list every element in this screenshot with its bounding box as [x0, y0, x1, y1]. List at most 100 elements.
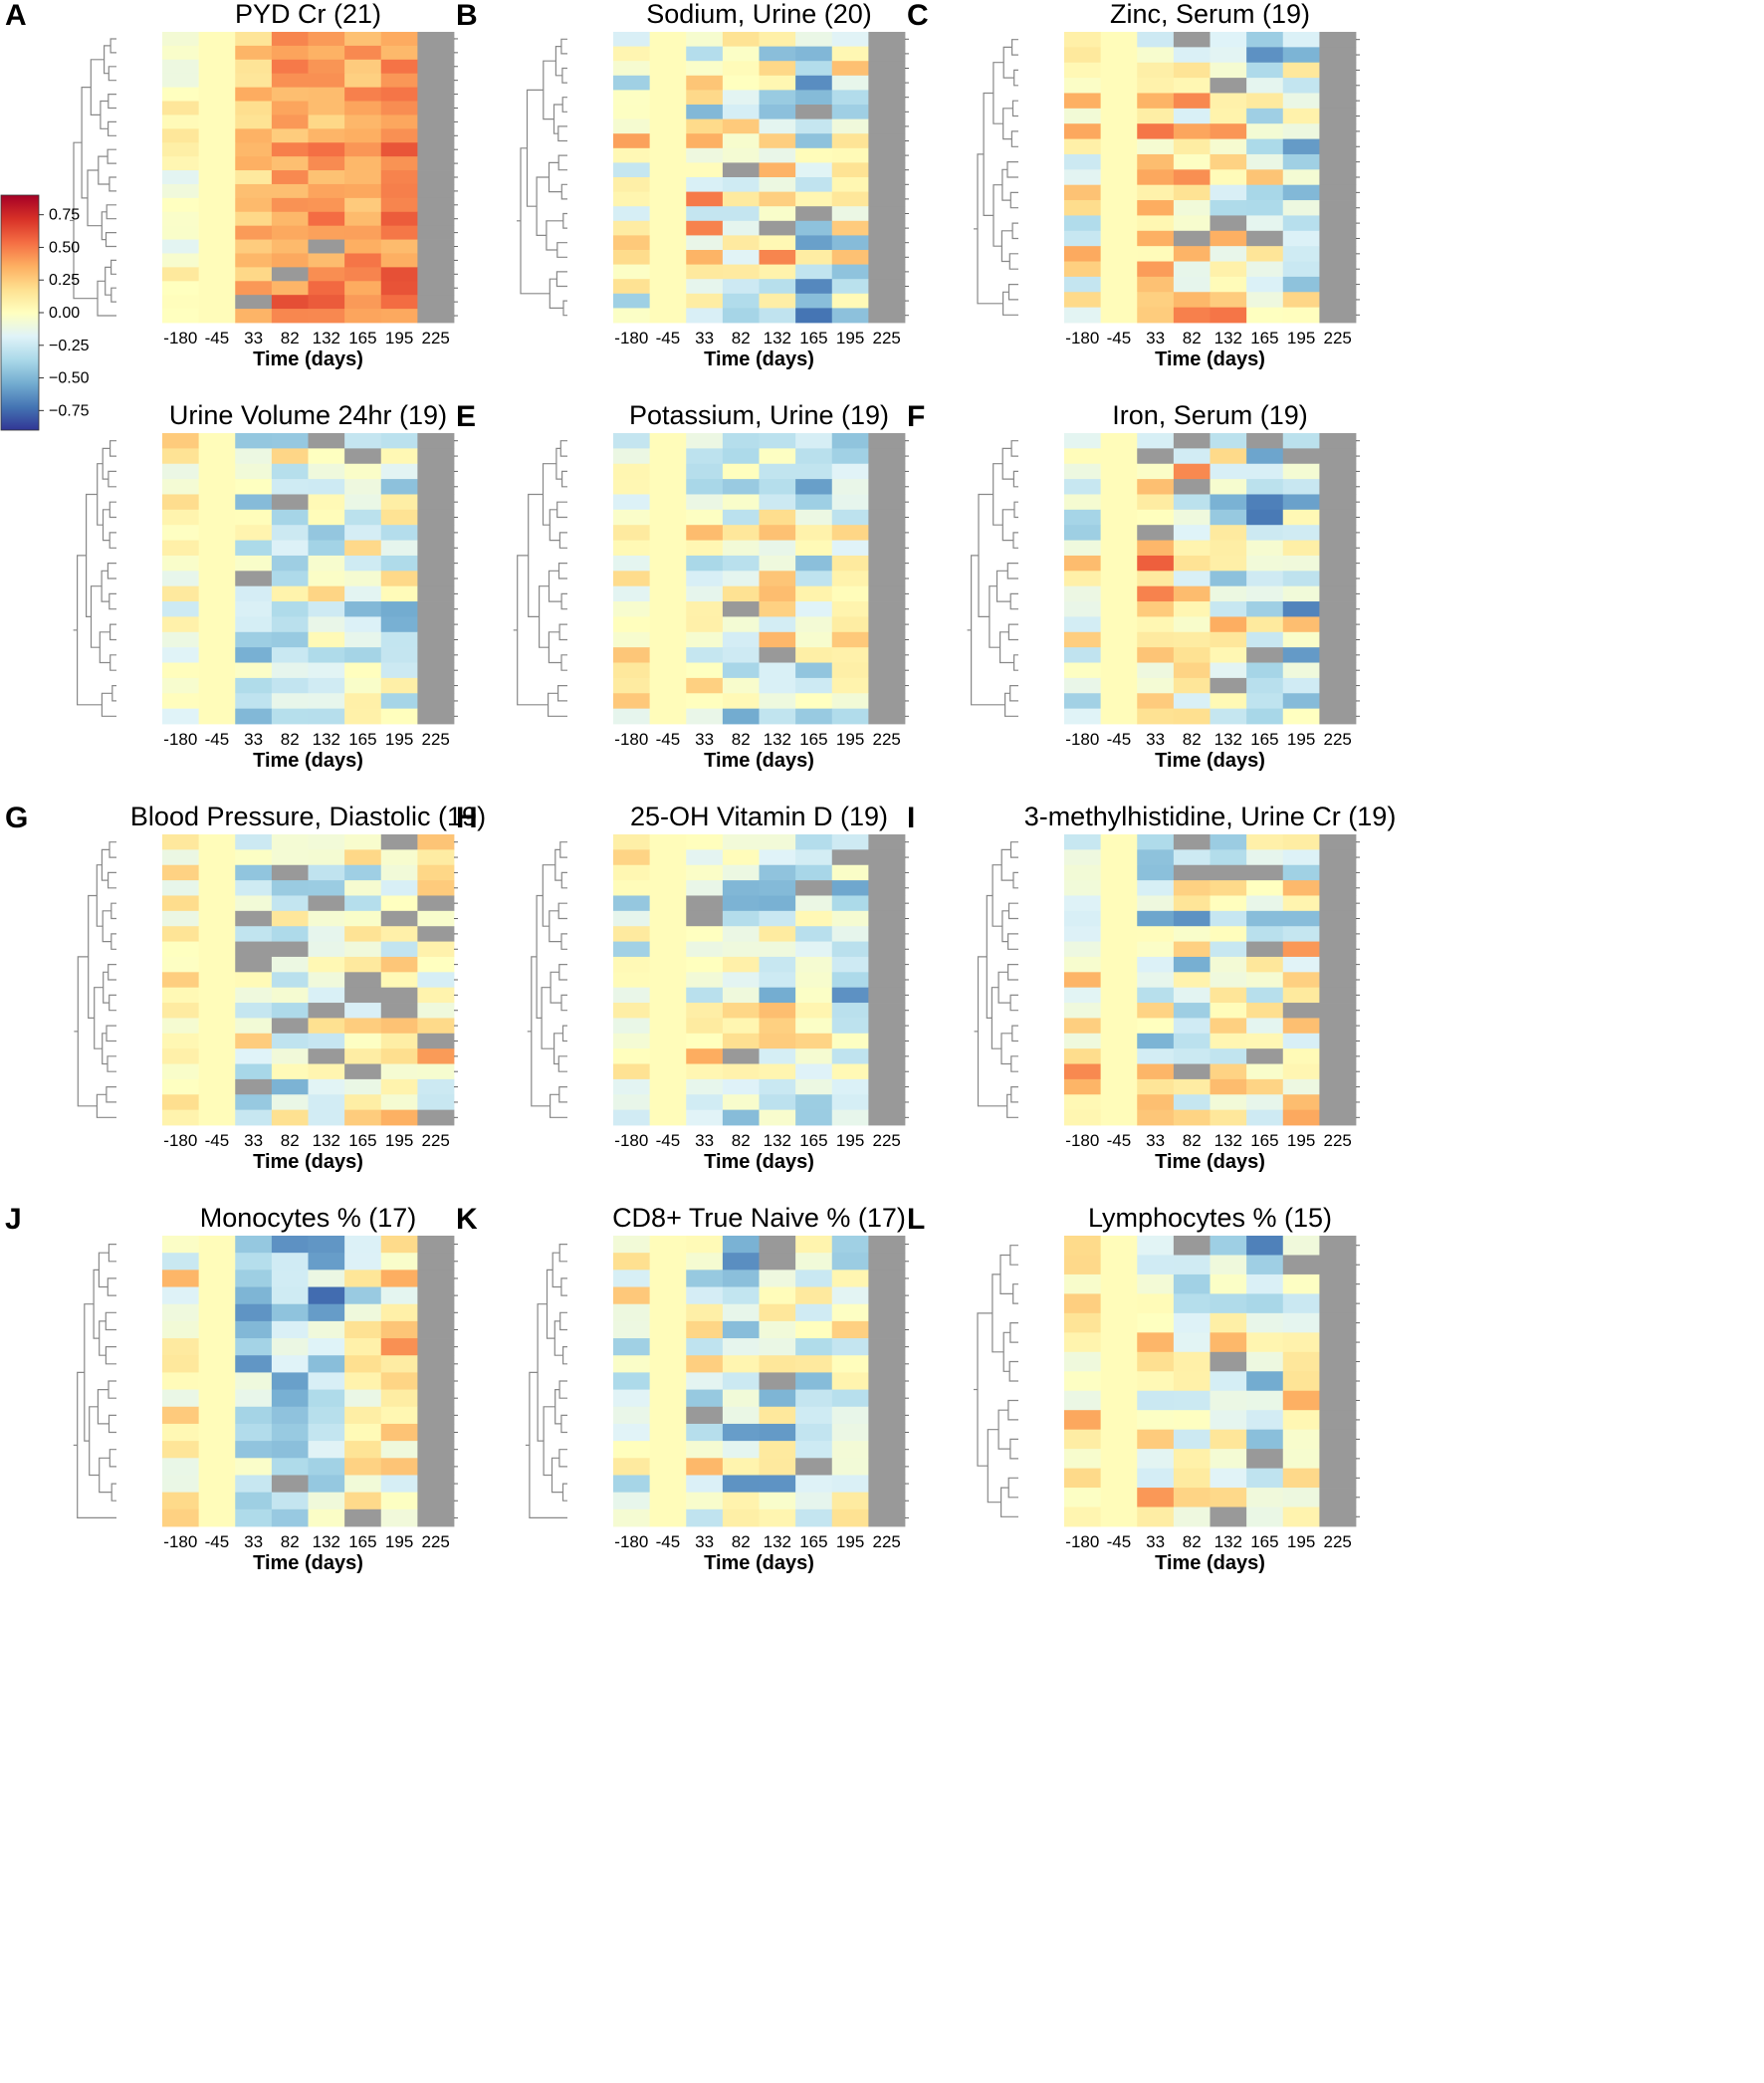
heatmap-cell	[235, 115, 273, 129]
x-tick-label: -45	[656, 1131, 681, 1150]
heatmap-cell	[1282, 941, 1320, 958]
heatmap-cell	[1282, 647, 1320, 663]
heatmap-cell	[198, 647, 236, 663]
heatmap-cell	[868, 235, 906, 251]
heatmap-cell	[308, 540, 345, 557]
heatmap-cell	[686, 1063, 724, 1080]
heatmap-cell	[1210, 987, 1247, 1004]
heatmap-cell	[1173, 525, 1211, 541]
heatmap-cell	[795, 926, 833, 942]
heatmap-cell	[380, 211, 418, 227]
heatmap-cell	[1210, 1312, 1247, 1333]
heatmap-cell	[1282, 1506, 1320, 1527]
heatmap-cell	[686, 616, 724, 633]
heatmap-cell	[417, 1355, 455, 1373]
heatmap-cell	[1137, 108, 1175, 124]
heatmap-cell	[831, 75, 869, 91]
panel-title: Iron, Serum (19)	[1112, 400, 1308, 430]
heatmap-cell	[1173, 956, 1211, 973]
heatmap-cell	[308, 910, 345, 927]
heatmap-cell	[198, 540, 236, 557]
row-dendrogram	[527, 841, 567, 1118]
heatmap-cell	[759, 105, 796, 119]
heatmap-cell	[1319, 246, 1357, 262]
panel-letter: C	[907, 0, 929, 32]
heatmap-cell	[162, 987, 200, 1004]
heatmap-cell	[722, 1094, 760, 1111]
heatmap-cell	[1282, 1003, 1320, 1019]
heatmap-cell	[686, 1423, 724, 1442]
heatmap-cell	[1319, 1048, 1357, 1064]
heatmap-cell	[380, 972, 418, 989]
heatmap-cell	[1319, 215, 1357, 232]
panel-b: B Sodium, Urine (20)-180 -45 33 82 132 165 195 2…	[456, 0, 909, 370]
heatmap-cell	[686, 662, 724, 679]
heatmap-cell	[613, 1018, 651, 1035]
heatmap-cell	[613, 631, 651, 648]
heatmap-cell	[1137, 1094, 1175, 1111]
heatmap-cell	[198, 1033, 236, 1049]
x-axis-label: Time (days)	[704, 750, 814, 772]
heatmap-cell	[795, 1109, 833, 1126]
heatmap-cell	[759, 250, 796, 265]
heatmap-cell	[1282, 880, 1320, 896]
heatmap-cell	[649, 972, 687, 989]
heatmap-cell	[344, 926, 382, 942]
heatmap-cell	[380, 183, 418, 199]
heatmap-cell	[868, 220, 906, 236]
heatmap-cell	[831, 1253, 869, 1271]
x-axis-label: Time (days)	[253, 1151, 363, 1173]
heatmap-cell	[235, 128, 273, 143]
heatmap-cell	[722, 1018, 760, 1035]
heatmap-cell	[198, 309, 236, 324]
heatmap-cell	[795, 1458, 833, 1476]
heatmap-cell	[649, 75, 687, 91]
heatmap-cell	[344, 225, 382, 240]
heatmap-cell	[308, 601, 345, 617]
heatmap-cell	[1246, 708, 1284, 725]
heatmap-cell	[308, 708, 345, 725]
heatmap-cell	[344, 45, 382, 61]
heatmap-cell	[235, 183, 273, 199]
panel-j: J Monocytes % (17)-180 -45 33 82 132 165 195 225…	[5, 1203, 458, 1574]
heatmap-cell	[1319, 1033, 1357, 1049]
heatmap-cell	[831, 235, 869, 251]
heatmap-cell	[613, 616, 651, 633]
heatmap-cell	[759, 708, 796, 725]
heatmap-cell	[235, 87, 273, 102]
heatmap-cell	[380, 1423, 418, 1442]
heatmap-cell	[344, 1389, 382, 1408]
heatmap-cell	[1100, 601, 1138, 617]
heatmap-cell	[686, 926, 724, 942]
heatmap-cell	[868, 162, 906, 178]
heatmap-cell	[795, 308, 833, 324]
heatmap-cell	[271, 1063, 309, 1080]
heatmap-cell	[722, 1063, 760, 1080]
heatmap-cell	[1246, 1410, 1284, 1431]
heatmap-cell	[759, 494, 796, 511]
heatmap-cell	[162, 239, 200, 254]
heatmap-cell	[1137, 555, 1175, 572]
heatmap-cell	[1210, 123, 1247, 139]
heatmap-cell	[1064, 1351, 1102, 1372]
heatmap-cell	[649, 1094, 687, 1111]
heatmap-cell	[417, 1003, 455, 1019]
heatmap-cell	[1137, 448, 1175, 465]
heatmap-cell	[831, 1033, 869, 1049]
heatmap-cell	[831, 647, 869, 663]
heatmap-cell	[271, 1492, 309, 1510]
heatmap-cell	[1282, 1390, 1320, 1411]
heatmap-cell	[1246, 987, 1284, 1004]
heatmap-cell	[649, 235, 687, 251]
heatmap-cell	[868, 910, 906, 927]
heatmap-cell	[795, 972, 833, 989]
heatmap-cell	[344, 211, 382, 227]
heatmap-cell	[613, 1372, 651, 1390]
heatmap-cell	[795, 90, 833, 106]
heatmap-cell	[868, 941, 906, 958]
heatmap-cell	[686, 1003, 724, 1019]
heatmap-cell	[722, 279, 760, 295]
heatmap-cell	[868, 264, 906, 280]
heatmap-cell	[686, 1033, 724, 1049]
heatmap-cell	[1282, 1078, 1320, 1095]
